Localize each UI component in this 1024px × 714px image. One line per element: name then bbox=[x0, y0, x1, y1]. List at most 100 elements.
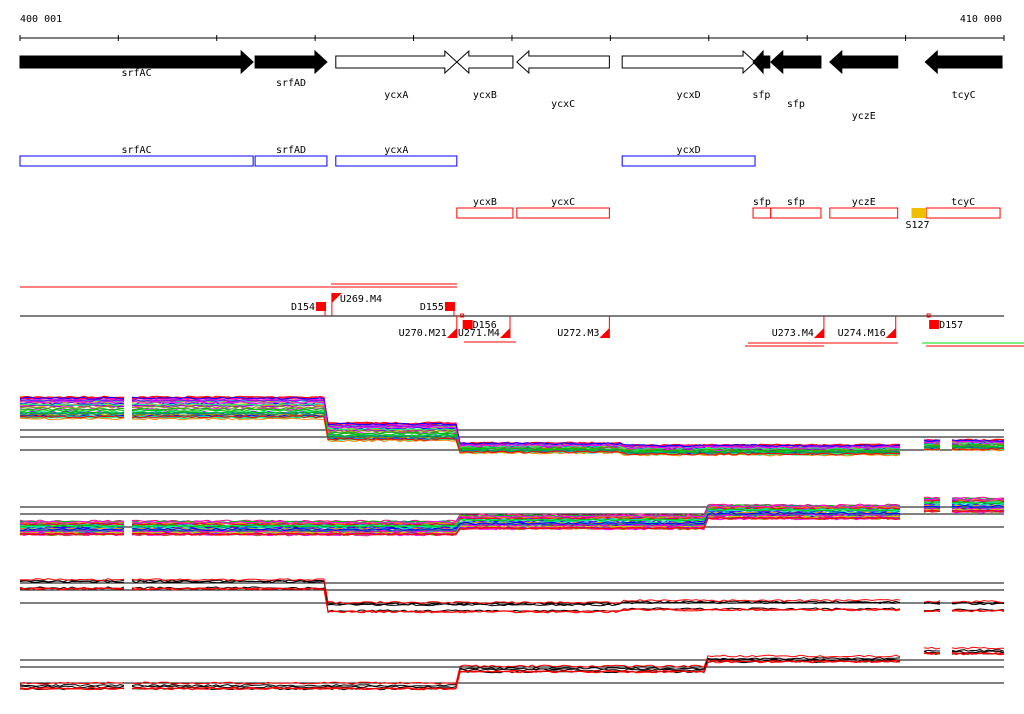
signal-track-4 bbox=[19, 646, 1005, 691]
signal-trace bbox=[131, 580, 901, 607]
signal-trace bbox=[131, 656, 901, 687]
gene-label: ycxB bbox=[473, 90, 497, 101]
signal-trace bbox=[19, 586, 125, 590]
signal-trace bbox=[923, 646, 941, 650]
gene-label: yczE bbox=[852, 111, 876, 122]
signal-trace bbox=[19, 413, 125, 417]
signal-trace bbox=[19, 687, 125, 691]
transcript-label: tcyC bbox=[951, 197, 975, 208]
signal-trace bbox=[19, 404, 124, 408]
signal-trace bbox=[923, 501, 941, 504]
signal-trace bbox=[951, 509, 1004, 513]
gene-arrow-ycxC[interactable] bbox=[516, 49, 610, 75]
signal-track-3 bbox=[19, 578, 1005, 614]
signal-trace bbox=[131, 398, 901, 448]
signal-trace bbox=[131, 511, 901, 531]
signal-trace bbox=[19, 400, 125, 404]
signal-trace bbox=[131, 660, 901, 691]
transcript-label: ycxB bbox=[473, 197, 497, 208]
signal-trace bbox=[131, 587, 901, 614]
signal-trace bbox=[19, 520, 124, 524]
signal-trace bbox=[951, 652, 1005, 656]
transcript-label: sfp bbox=[753, 197, 771, 208]
transcript-box-ycxA[interactable] bbox=[335, 155, 458, 167]
transcript-label: ycxC bbox=[551, 197, 575, 208]
feature-label: D154 bbox=[291, 302, 315, 313]
feature-label: D157 bbox=[939, 320, 963, 331]
feature-marker-D156[interactable] bbox=[462, 320, 473, 329]
signal-trace bbox=[951, 441, 1005, 445]
signal-trace bbox=[19, 522, 125, 526]
feature-label: U273.M4 bbox=[772, 328, 814, 339]
gene-label: sfp bbox=[787, 99, 805, 110]
gene-arrow-yczE[interactable] bbox=[829, 49, 899, 75]
signal-trace bbox=[131, 407, 901, 452]
transcript-label: ycxD bbox=[677, 145, 701, 156]
signal-trace bbox=[19, 579, 125, 583]
signal-trace bbox=[131, 508, 900, 528]
feature-marker-D155[interactable] bbox=[444, 302, 455, 311]
feature-label: U270.M21 bbox=[399, 328, 447, 339]
signal-trace bbox=[923, 441, 941, 444]
signal-trace bbox=[19, 528, 125, 532]
transcript-box-sfp[interactable] bbox=[770, 207, 822, 219]
signal-trace bbox=[19, 684, 125, 687]
transcript-box-tcyC[interactable] bbox=[925, 207, 1001, 219]
gene-arrow-sfp[interactable] bbox=[770, 49, 822, 75]
transcript-box-yczE[interactable] bbox=[829, 207, 899, 219]
signal-trace bbox=[131, 578, 901, 605]
gene-label: ycxD bbox=[677, 90, 701, 101]
signal-trace bbox=[131, 396, 901, 448]
signal-trace bbox=[131, 417, 901, 457]
signal-trace bbox=[923, 501, 941, 505]
signal-trace bbox=[923, 505, 941, 508]
signal-trace bbox=[131, 398, 901, 449]
feature-marker-D154[interactable] bbox=[316, 302, 327, 311]
transcript-box-ycxB[interactable] bbox=[456, 207, 514, 219]
transcript-box-sfp[interactable] bbox=[752, 207, 772, 219]
signal-trace bbox=[951, 609, 1005, 613]
transcript-box-ycxC[interactable] bbox=[516, 207, 610, 219]
signal-trace bbox=[951, 447, 1005, 451]
signal-trace bbox=[923, 609, 941, 613]
signal-track-1 bbox=[19, 395, 1005, 457]
signal-trace bbox=[131, 586, 901, 613]
signal-trace bbox=[951, 439, 1005, 442]
signal-trace bbox=[131, 403, 901, 450]
transcript-box-srfAD[interactable] bbox=[254, 155, 328, 167]
gene-arrow-ycxA[interactable] bbox=[335, 49, 458, 75]
signal-trace bbox=[131, 503, 901, 523]
axis-start-label: 400 001 bbox=[20, 14, 62, 25]
signal-trace bbox=[131, 508, 901, 528]
signal-trace bbox=[951, 446, 1005, 450]
gene-track: srfAC srfAD ycxA ycxB ycxC ycxD sfp sfp yczE tcyC bbox=[19, 49, 1003, 122]
signal-trace bbox=[19, 396, 125, 400]
transcript-box-ycxD[interactable] bbox=[621, 155, 756, 167]
gene-arrow-ycxB[interactable] bbox=[456, 49, 514, 75]
signal-trace bbox=[923, 505, 941, 509]
transcript-label: ycxA bbox=[384, 145, 408, 156]
transcript-box-srfAC[interactable] bbox=[19, 155, 254, 167]
signal-trace bbox=[131, 504, 901, 524]
gene-label: srfAD bbox=[276, 78, 306, 89]
feature-label: U269.M4 bbox=[340, 294, 382, 305]
gene-arrow-srfAC[interactable] bbox=[19, 49, 254, 75]
feature-marker-D157[interactable] bbox=[929, 320, 940, 329]
signal-trace bbox=[923, 439, 941, 442]
signal-trace bbox=[923, 510, 941, 513]
special-box-S127[interactable] bbox=[911, 208, 927, 218]
transcript-label: srfAD bbox=[276, 145, 306, 156]
signal-trace bbox=[19, 415, 125, 419]
signal-trace bbox=[131, 506, 901, 526]
gene-arrow-srfAD[interactable] bbox=[254, 49, 328, 75]
signal-trace bbox=[951, 505, 1005, 509]
signal-trace bbox=[923, 651, 940, 655]
gene-arrow-ycxD[interactable] bbox=[621, 49, 756, 75]
signal-trace bbox=[951, 444, 1005, 447]
signal-trace bbox=[131, 517, 901, 537]
gene-arrow-tcyC[interactable] bbox=[924, 49, 1003, 75]
gene-arrow-sfp[interactable] bbox=[752, 49, 771, 75]
gene-label: tcyC bbox=[952, 90, 976, 101]
signal-trace bbox=[951, 440, 1005, 445]
